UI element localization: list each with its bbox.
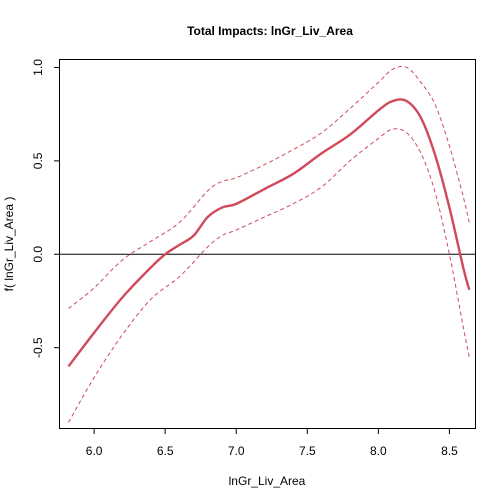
y-tick-label: 0.0 xyxy=(31,246,45,263)
y-tick-label: 0.5 xyxy=(31,152,45,169)
x-tick-label: 8.5 xyxy=(441,444,458,458)
x-tick-label: 7.5 xyxy=(299,444,316,458)
chart-title: Total Impacts: lnGr_Liv_Area xyxy=(187,24,353,38)
x-tick-label: 8.0 xyxy=(370,444,387,458)
x-tick-label: 7.0 xyxy=(228,444,245,458)
y-axis: -0.5 0.0 0.5 1.0 xyxy=(31,59,60,358)
y-tick-label: -0.5 xyxy=(31,337,45,358)
series-fit-line xyxy=(67,98,471,368)
x-tick-label: 6.0 xyxy=(86,444,103,458)
x-axis-label: lnGr_Liv_Area xyxy=(229,474,306,488)
series-lower-band-line xyxy=(68,128,470,423)
x-tick-label: 6.5 xyxy=(157,444,174,458)
series-upper-band-line xyxy=(68,65,470,309)
y-axis-label: f( lnGr_Liv_Area ) xyxy=(2,197,16,292)
x-axis: 6.0 6.5 7.0 7.5 8.0 8.5 xyxy=(86,428,458,458)
plot-frame xyxy=(59,59,476,429)
y-tick-label: 1.0 xyxy=(31,59,45,76)
series-layer xyxy=(60,65,475,423)
